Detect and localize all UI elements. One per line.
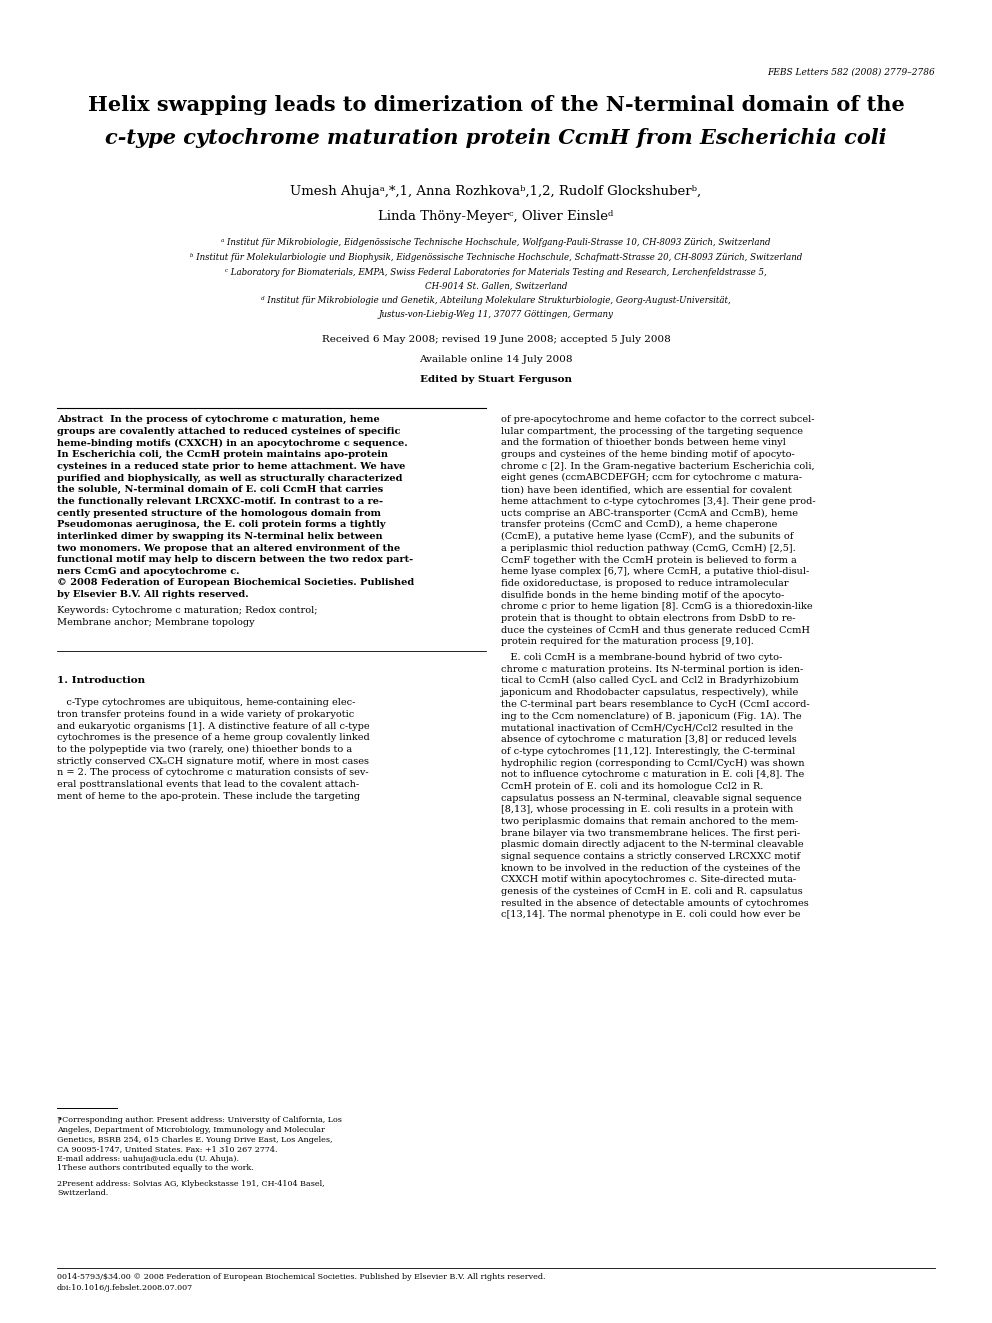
Text: ᵃ Institut für Mikrobiologie, Eidgenössische Technische Hochschule, Wolfgang-Pau: ᵃ Institut für Mikrobiologie, Eidgenössi… — [221, 238, 771, 247]
Text: FEBS Letters 582 (2008) 2779–2786: FEBS Letters 582 (2008) 2779–2786 — [767, 67, 935, 77]
Text: 1These authors contributed equally to the work.: 1These authors contributed equally to th… — [57, 1163, 254, 1171]
Text: ᵇ Institut für Molekularbiologie und Biophysik, Eidgenössische Technische Hochsc: ᵇ Institut für Molekularbiologie und Bio… — [189, 253, 803, 262]
Text: 2Present address: Solvias AG, Klybeckstasse 191, CH-4104 Basel,
Switzerland.: 2Present address: Solvias AG, Klybecksta… — [57, 1180, 324, 1197]
Text: Justus-von-Liebig-Weg 11, 37077 Göttingen, Germany: Justus-von-Liebig-Weg 11, 37077 Göttinge… — [379, 310, 613, 319]
Text: of pre-apocytochrome and heme cofactor to the correct subcel-
lular compartment,: of pre-apocytochrome and heme cofactor t… — [501, 415, 815, 647]
Text: Received 6 May 2008; revised 19 June 2008; accepted 5 July 2008: Received 6 May 2008; revised 19 June 200… — [321, 335, 671, 344]
Text: Abstract  In the process of cytochrome c maturation, heme
groups are covalently : Abstract In the process of cytochrome c … — [57, 415, 415, 599]
Text: E. coli CcmH is a membrane-bound hybrid of two cyto-
chrome c maturation protein: E. coli CcmH is a membrane-bound hybrid … — [501, 654, 809, 919]
Text: ᵈ Institut für Mikrobiologie und Genetik, Abteilung Molekulare Strukturbiologie,: ᵈ Institut für Mikrobiologie und Genetik… — [261, 296, 731, 306]
Text: doi:10.1016/j.febslet.2008.07.007: doi:10.1016/j.febslet.2008.07.007 — [57, 1285, 193, 1293]
Text: Umesh Ahujaᵃ,*,1, Anna Rozhkovaᵇ,1,2, Rudolf Glockshuberᵇ,: Umesh Ahujaᵃ,*,1, Anna Rozhkovaᵇ,1,2, Ru… — [291, 185, 701, 198]
Text: Helix swapping leads to dimerization of the N-terminal domain of the: Helix swapping leads to dimerization of … — [87, 95, 905, 115]
Text: ᶜ Laboratory for Biomaterials, EMPA, Swiss Federal Laboratories for Materials Te: ᶜ Laboratory for Biomaterials, EMPA, Swi… — [225, 269, 767, 277]
Text: 1. Introduction: 1. Introduction — [57, 676, 145, 685]
Text: Edited by Stuart Ferguson: Edited by Stuart Ferguson — [420, 374, 572, 384]
Text: Linda Thöny-Meyerᶜ, Oliver Einsleᵈ: Linda Thöny-Meyerᶜ, Oliver Einsleᵈ — [378, 210, 614, 224]
Text: CH-9014 St. Gallen, Switzerland: CH-9014 St. Gallen, Switzerland — [425, 282, 567, 291]
Text: Keywords: Cytochrome c maturation; Redox control;
Membrane anchor; Membrane topo: Keywords: Cytochrome c maturation; Redox… — [57, 606, 317, 627]
Text: c-Type cytochromes are ubiquitous, heme-containing elec-
tron transfer proteins : c-Type cytochromes are ubiquitous, heme-… — [57, 699, 370, 800]
Text: Available online 14 July 2008: Available online 14 July 2008 — [420, 355, 572, 364]
Text: 0014-5793/$34.00 © 2008 Federation of European Biochemical Societies. Published : 0014-5793/$34.00 © 2008 Federation of Eu… — [57, 1273, 546, 1281]
Text: ⁋Corresponding author. Present address: University of California, Los
Angeles, D: ⁋Corresponding author. Present address: … — [57, 1117, 342, 1163]
Text: c-type cytochrome maturation protein CcmH from Escherichia coli: c-type cytochrome maturation protein Ccm… — [105, 128, 887, 148]
